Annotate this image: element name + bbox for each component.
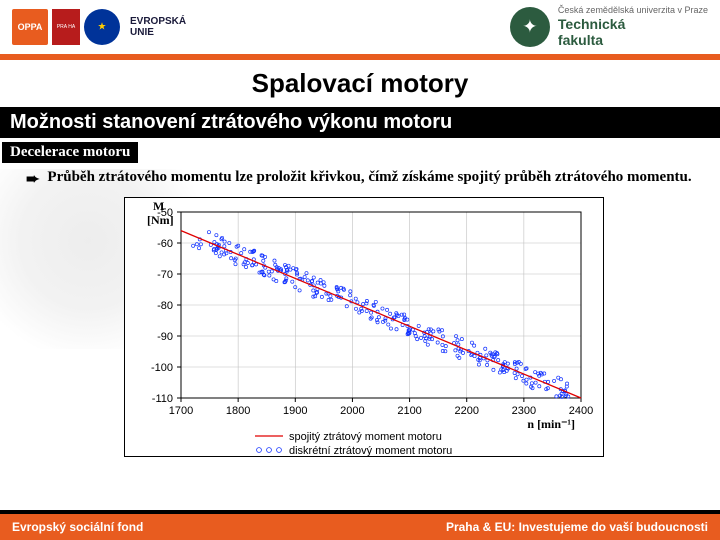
- svg-text:2300: 2300: [512, 405, 536, 417]
- svg-text:2100: 2100: [397, 405, 421, 417]
- title-block: Spalovací motory: [0, 60, 720, 103]
- svg-text:-110: -110: [152, 393, 173, 405]
- uni-small: Česká zemědělská univerzita v Praze: [558, 5, 708, 16]
- oppa-logo: OPPA: [12, 9, 48, 45]
- subtitle-bar: Možnosti stanovení ztrátového výkonu mot…: [0, 107, 720, 138]
- svg-text:-70: -70: [157, 269, 173, 281]
- section-label: Decelerace motoru: [2, 142, 138, 163]
- page-title: Spalovací motory: [0, 68, 720, 99]
- svg-text:[Nm]: [Nm]: [147, 213, 174, 227]
- svg-text:M: M: [153, 199, 164, 213]
- bullet-text: Průběh ztrátového momentu lze proložit k…: [47, 169, 691, 189]
- praha-logo: PRA HA: [52, 9, 80, 45]
- svg-text:-80: -80: [157, 300, 173, 312]
- svg-text:2200: 2200: [454, 405, 478, 417]
- torque-chart: 1700 1800 1900 2000 2100 2200 2300 2400 -110 -100…: [124, 197, 604, 457]
- content-area: ➨ Průběh ztrátového momentu lze proložit…: [0, 169, 720, 457]
- eu-flag-icon: [84, 9, 120, 45]
- svg-text:1900: 1900: [283, 405, 307, 417]
- footer-right: Praha & EU: Investujeme do vaší budoucno…: [446, 520, 708, 534]
- svg-text:-100: -100: [151, 362, 173, 374]
- svg-text:-90: -90: [157, 331, 173, 343]
- svg-text:spojitý ztrátový moment motoru: spojitý ztrátový moment motoru: [289, 431, 442, 443]
- chart-container: 1700 1800 1900 2000 2100 2200 2300 2400 -110 -100…: [26, 197, 702, 457]
- faculty-text: Česká zemědělská univerzita v Praze Tech…: [558, 5, 708, 49]
- arrow-icon: ➨: [26, 169, 39, 189]
- faculty-logo-icon: [510, 7, 550, 47]
- eu-label: EVROPSKÁ UNIE: [130, 16, 186, 38]
- footer: Evropský sociální fond Praha & EU: Inves…: [0, 514, 720, 540]
- header-right: Česká zemědělská univerzita v Praze Tech…: [510, 5, 708, 49]
- svg-text:1800: 1800: [226, 405, 250, 417]
- svg-text:2400: 2400: [569, 405, 593, 417]
- header: OPPA PRA HA EVROPSKÁ UNIE Česká zeměděls…: [0, 0, 720, 54]
- svg-text:2000: 2000: [340, 405, 364, 417]
- footer-left: Evropský sociální fond: [12, 520, 143, 534]
- svg-text:-60: -60: [157, 238, 173, 250]
- uni-main: Technická fakulta: [558, 16, 708, 50]
- svg-text:1700: 1700: [169, 405, 193, 417]
- svg-text:n [min⁻¹]: n [min⁻¹]: [527, 417, 575, 431]
- logo-block-left: OPPA PRA HA EVROPSKÁ UNIE: [12, 9, 186, 45]
- bullet-row: ➨ Průběh ztrátového momentu lze proložit…: [26, 169, 702, 189]
- svg-text:diskrétní ztrátový moment moto: diskrétní ztrátový moment motoru: [289, 445, 452, 457]
